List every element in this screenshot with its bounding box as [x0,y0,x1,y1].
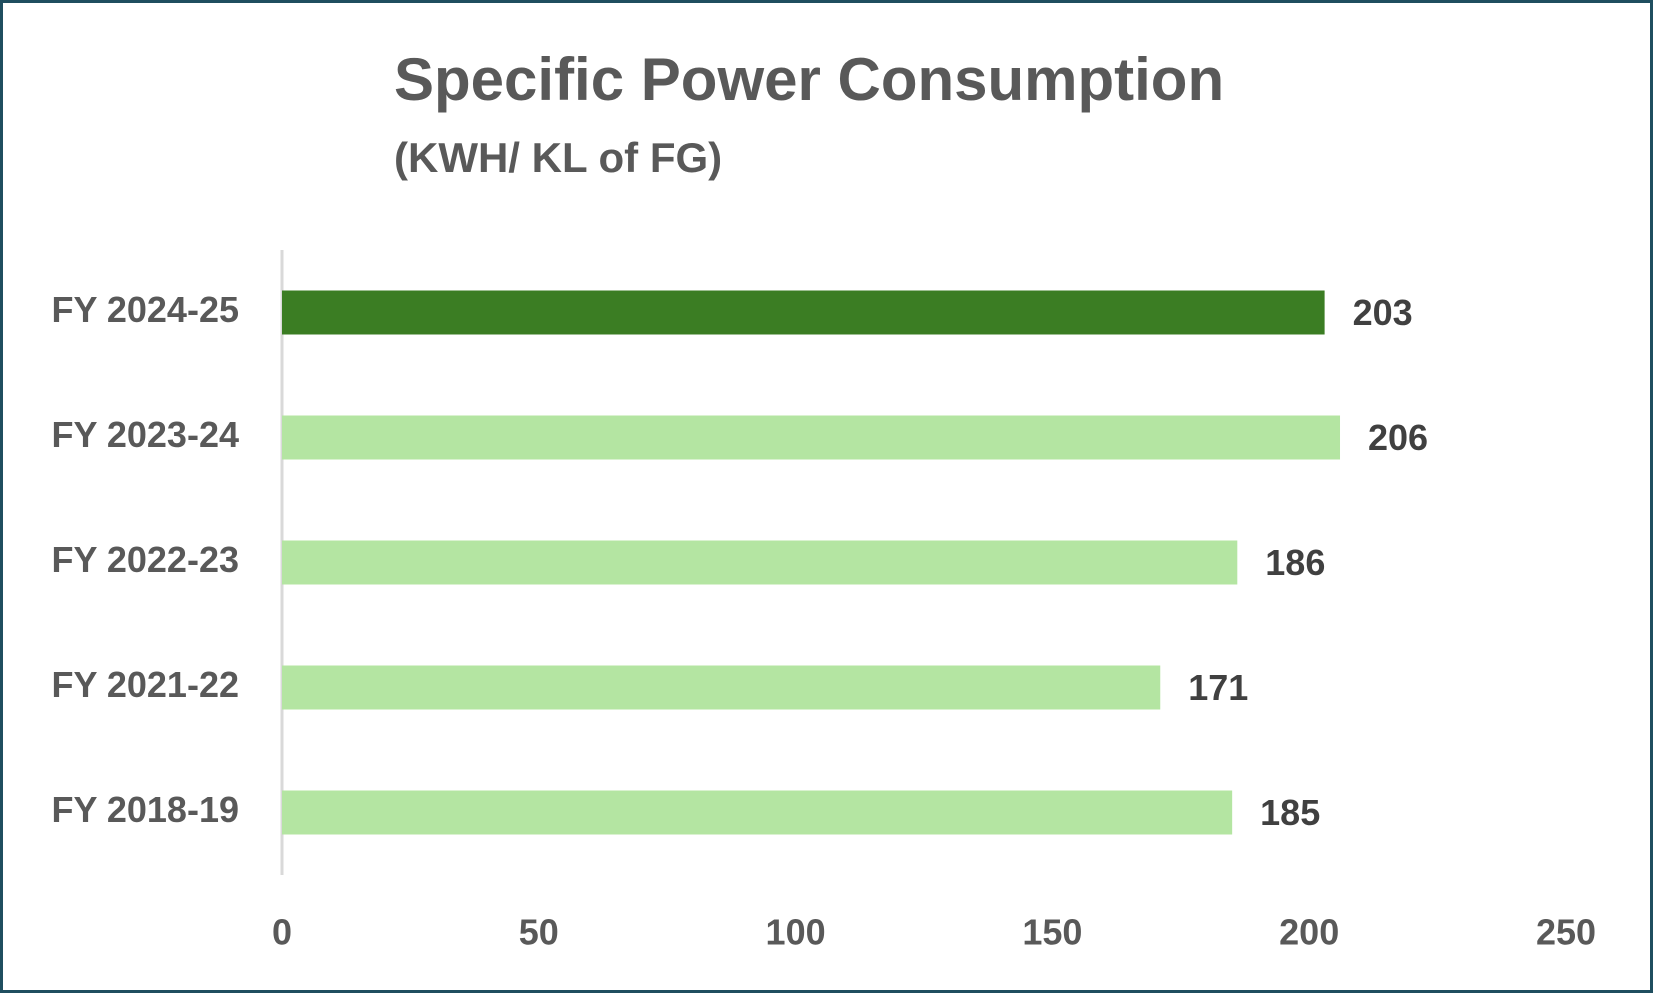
value-label: 206 [1368,417,1428,458]
x-tick-label: 200 [1279,912,1339,953]
value-label: 171 [1188,667,1248,708]
y-tick-label: FY 2022-23 [52,539,239,580]
bar [282,540,1238,585]
chart-title: Specific Power Consumption [394,46,1224,113]
value-label: 186 [1265,542,1325,583]
bar [282,290,1325,335]
y-tick-label: FY 2023-24 [52,414,239,455]
bar [282,790,1233,835]
x-tick-label: 100 [766,912,826,953]
chart-subtitle: (KWH/ KL of FG) [394,134,722,181]
value-label: 185 [1260,792,1320,833]
bar [282,665,1161,710]
y-tick-label: FY 2021-22 [52,664,239,705]
x-tick-label: 250 [1536,912,1596,953]
y-tick-label: FY 2018-19 [52,789,239,830]
value-label: 203 [1353,292,1413,333]
bar [282,415,1341,460]
x-tick-label: 0 [272,912,292,953]
x-tick-label: 50 [519,912,559,953]
y-tick-label: FY 2024-25 [52,289,239,330]
x-tick-label: 150 [1022,912,1082,953]
